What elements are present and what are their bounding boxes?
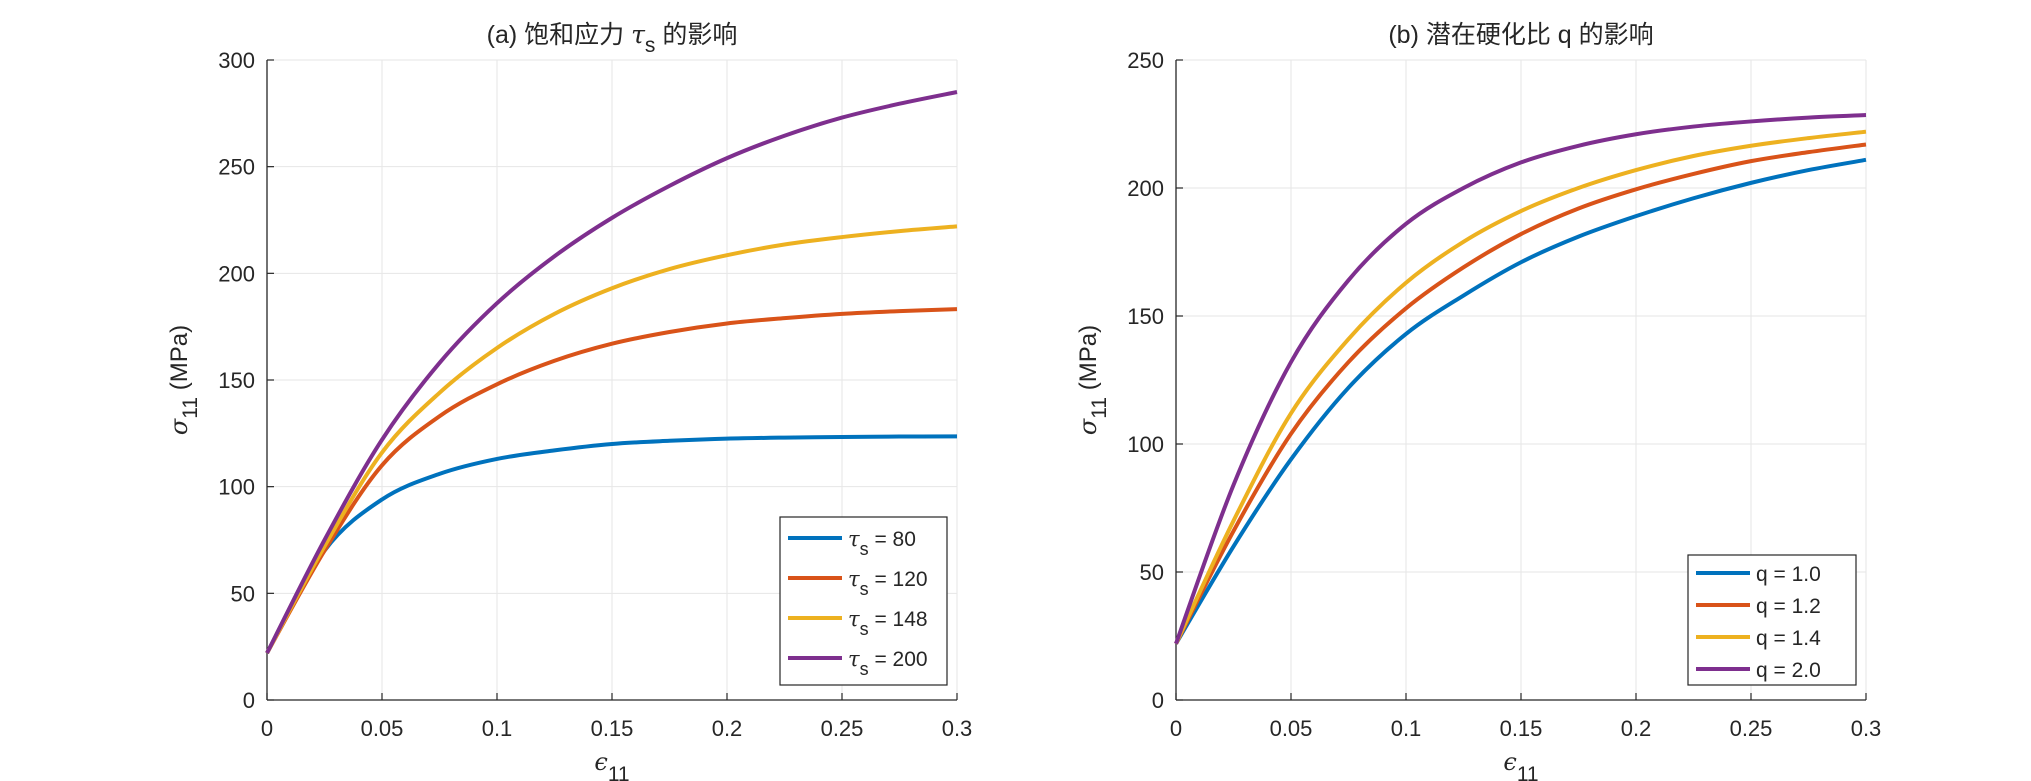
x-tick-label: 0.1 [482, 716, 513, 741]
y-tick-label: 0 [1152, 688, 1164, 713]
y-label-subscript: 11 [179, 397, 202, 419]
y-tick-label: 200 [1127, 176, 1164, 201]
legend-value: = 80 [869, 528, 916, 551]
series-line-2 [265, 307, 958, 655]
y-tick-label: 200 [218, 261, 255, 286]
x-label-symbol: ϵ [1503, 748, 1516, 776]
legend-value: = 200 [869, 648, 928, 671]
legend-subscript: s [860, 539, 869, 559]
title-suffix: 的影响 [655, 21, 737, 49]
x-label-symbol: ϵ [594, 748, 607, 776]
series-line-1 [265, 434, 958, 655]
legend-subscript: s [860, 659, 869, 679]
y-tick-label: 50 [1140, 560, 1164, 585]
x-tick-label: 0.15 [1500, 716, 1543, 741]
legend-label-1: τs = 80 [848, 527, 916, 559]
x-tick-label: 0.25 [821, 716, 864, 741]
y-label-unit: (MPa) [1075, 325, 1102, 397]
x-axis-label: ϵ11 [594, 748, 629, 781]
x-tick-label: 0.15 [591, 716, 634, 741]
x-tick-label: 0.1 [1391, 716, 1422, 741]
legend: q = 1.0 q = 1.2 q = 1.4 q = 2.0 [1687, 554, 1857, 686]
legend-value: q = 1.4 [1756, 627, 1821, 650]
y-tick-label: 100 [218, 475, 255, 500]
series-line-3 [265, 224, 958, 655]
x-tick-label: 0.25 [1730, 716, 1773, 741]
y-label-subscript: 11 [1088, 397, 1111, 419]
y-tick-label: 100 [1127, 432, 1164, 457]
x-tick-label: 0.2 [712, 716, 743, 741]
legend-value: q = 1.0 [1756, 563, 1821, 586]
x-tick-label: 0.2 [1621, 716, 1652, 741]
legend-label-2: q = 1.2 [1756, 595, 1821, 618]
plot-title: (a) 饱和应力 τs 的影响 [487, 20, 738, 57]
title-subscript: s [645, 34, 656, 57]
legend-label-3: q = 1.4 [1756, 627, 1821, 650]
x-label-subscript: 11 [608, 763, 630, 781]
legend-value: q = 2.0 [1756, 659, 1821, 682]
series-group [1174, 113, 1867, 645]
title-symbol: τ [631, 20, 646, 49]
x-tick-label: 0.05 [1270, 716, 1313, 741]
x-label-subscript: 11 [1517, 763, 1539, 781]
y-tick-label: 300 [218, 48, 255, 73]
plot-title: (b) 潜在硬化比 q 的影响 [1388, 21, 1653, 49]
x-tick-label: 0 [261, 716, 273, 741]
x-tick-label: 0.05 [361, 716, 404, 741]
x-axis-label: ϵ11 [1503, 748, 1538, 781]
series-line-1 [1174, 157, 1867, 645]
y-label-symbol: σ [1074, 418, 1102, 435]
y-tick-label: 0 [243, 688, 255, 713]
y-tick-label: 150 [218, 368, 255, 393]
title-prefix: (b) 潜在硬化比 q 的影响 [1388, 21, 1653, 49]
legend-label-4: q = 2.0 [1756, 659, 1821, 682]
legend-symbol: τ [848, 567, 860, 591]
series-line-4 [265, 90, 958, 654]
legend-value: = 148 [869, 608, 928, 631]
y-tick-label: 250 [218, 155, 255, 180]
x-tick-label: 0.3 [1851, 716, 1882, 741]
legend-symbol: τ [848, 647, 860, 671]
legend-symbol: τ [848, 607, 860, 631]
legend-label-4: τs = 200 [848, 647, 928, 679]
x-tick-label: 0.3 [942, 716, 973, 741]
legend-label-1: q = 1.0 [1756, 563, 1821, 586]
legend-value: q = 1.2 [1756, 595, 1821, 618]
legend-value: = 120 [869, 568, 928, 591]
series-line-3 [1174, 129, 1867, 645]
series-line-2 [1174, 142, 1867, 645]
legend-label-2: τs = 120 [848, 567, 928, 599]
legend-box [1687, 554, 1857, 686]
y-tick-label: 150 [1127, 304, 1164, 329]
y-axis-label: σ11 (MPa) [1074, 325, 1111, 435]
chart-b-latent-hardening-ratio: 0 0.05 0.1 0.15 0.2 0.25 0.3 0 50 100 150 200 250 (b)… [1074, 21, 1881, 781]
legend-subscript: s [860, 579, 869, 599]
legend-symbol: τ [848, 527, 860, 551]
y-tick-label: 250 [1127, 48, 1164, 73]
series-group [265, 90, 958, 655]
x-tick-label: 0 [1170, 716, 1182, 741]
y-label-symbol: σ [165, 418, 193, 435]
y-axis-label: σ11 (MPa) [165, 325, 202, 435]
legend-label-3: τs = 148 [848, 607, 928, 639]
chart-a-saturation-stress: 0 0.05 0.1 0.15 0.2 0.25 0.3 0 50 100 150 200 250 300… [165, 20, 972, 781]
legend-subscript: s [860, 619, 869, 639]
title-prefix: (a) 饱和应力 [487, 21, 631, 49]
y-label-unit: (MPa) [166, 325, 193, 397]
series-line-4 [1174, 113, 1867, 645]
y-tick-label: 50 [231, 581, 255, 606]
